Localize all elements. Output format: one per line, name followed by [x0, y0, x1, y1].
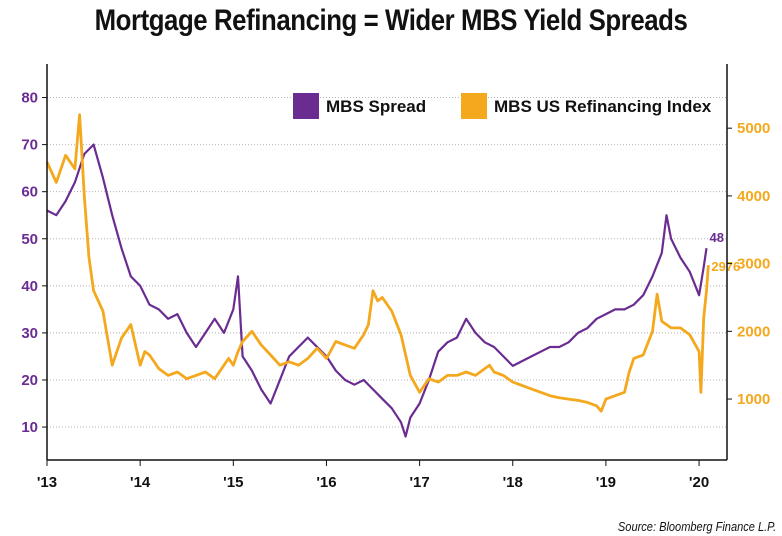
right-tick-label: 5000 — [737, 120, 770, 137]
refinancing-index-line — [45, 113, 710, 413]
axes: 10 20 30 40 50 60 70 80 1000 2000 3000 4000 5000 '13 '… — [21, 64, 770, 491]
grid-lines — [47, 97, 727, 428]
left-tick-label: 30 — [21, 325, 38, 342]
x-tick-label: '13 — [37, 474, 57, 491]
x-tick-label: '15 — [223, 474, 243, 491]
right-tick-label: 4000 — [737, 188, 770, 205]
right-tick-label: 3000 — [737, 256, 770, 273]
series-layer: 48 2976 — [45, 113, 740, 438]
mbs-spread-end-label: 48 — [710, 230, 724, 245]
x-tick-label: '14 — [130, 474, 151, 491]
legend-label-refi: MBS US Refinancing Index — [494, 97, 712, 116]
mbs-spread-line — [46, 143, 708, 438]
left-tick-label: 50 — [21, 231, 38, 248]
left-tick-label: 10 — [21, 419, 38, 436]
left-tick-label: 60 — [21, 184, 38, 201]
left-tick-label: 40 — [21, 278, 38, 295]
x-tick-label: '18 — [503, 474, 523, 491]
left-tick-label: 70 — [21, 137, 38, 154]
chart-title: Mortgage Refinancing = Wider MBS Yield S… — [94, 4, 688, 37]
x-tick-label: '16 — [316, 474, 336, 491]
refinancing-end-label: 2976 — [711, 259, 740, 274]
right-tick-label: 2000 — [737, 323, 770, 340]
legend: MBS Spread MBS US Refinancing Index — [293, 93, 712, 119]
source-note: Source: Bloomberg Finance L.P. — [617, 519, 776, 534]
legend-swatch-spread — [293, 93, 319, 119]
x-tick-label: '20 — [689, 474, 709, 491]
x-tick-label: '17 — [409, 474, 429, 491]
legend-swatch-refi — [461, 93, 487, 119]
right-tick-label: 1000 — [737, 391, 770, 408]
left-tick-label: 80 — [21, 90, 38, 107]
left-tick-label: 20 — [21, 372, 38, 389]
x-tick-label: '19 — [596, 474, 616, 491]
legend-label-spread: MBS Spread — [326, 97, 426, 116]
